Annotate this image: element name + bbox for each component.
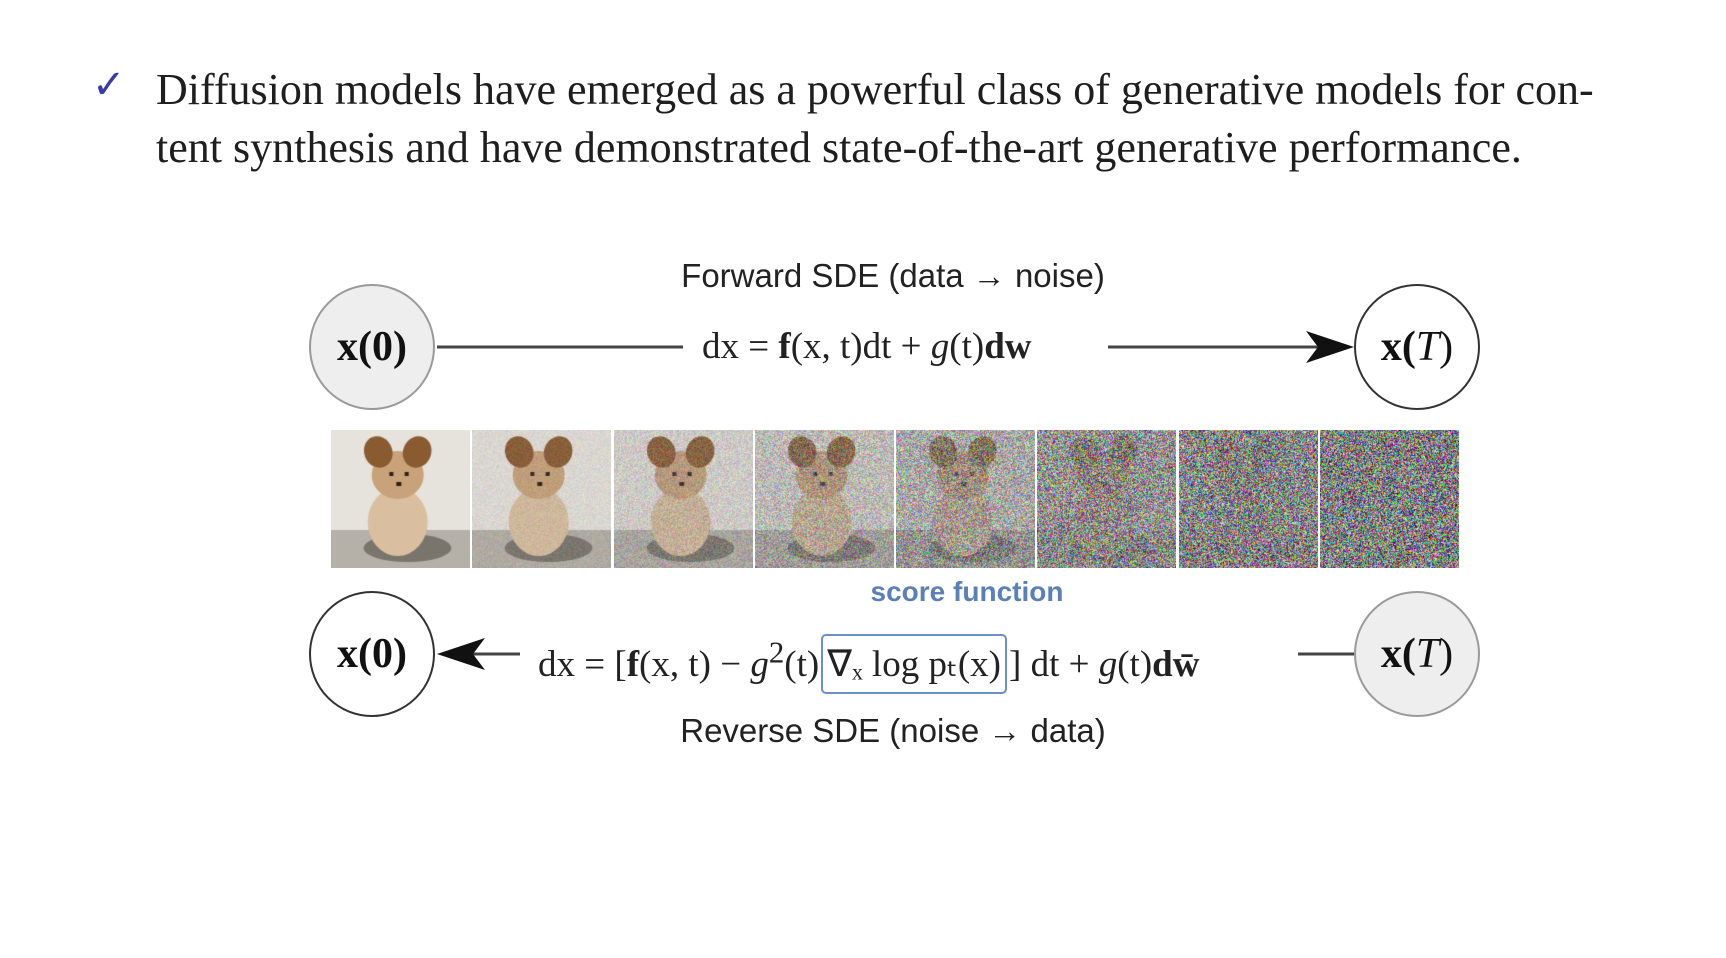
node-xT-close-rev: ): [1439, 631, 1454, 677]
noise-frame-1: [331, 430, 470, 568]
eq-dt: dt +: [862, 326, 931, 367]
node-xT-reverse: x(T): [1354, 591, 1480, 717]
eq-dw: dw: [984, 326, 1032, 367]
rev-eq-lhs: dx: [538, 644, 575, 685]
node-x0-forward: x(0): [309, 284, 435, 410]
rev-eq-f: f: [626, 644, 640, 685]
checkmark-icon: ✓: [92, 62, 126, 108]
reverse-sde-equation: dx = [f(x, t) − g2(t) ∇ₓ log pₜ(x)] dt + …: [538, 634, 1199, 694]
eq-equals: =: [739, 326, 779, 367]
bullet-text-line-2: tent synthesis and have demonstrated sta…: [156, 123, 1522, 172]
noise-frame-8: [1320, 430, 1459, 568]
noise-frame-6: [1037, 430, 1176, 568]
rev-eq-args: (x, t) −: [639, 644, 751, 685]
score-function-box: ∇ₓ log pₜ(x): [821, 634, 1008, 694]
reverse-sde-caption: Reverse SDE (noise → data): [680, 712, 1106, 749]
rev-eq-dwbar: dw̄: [1152, 644, 1200, 685]
rev-eq-close: ] dt +: [1009, 644, 1099, 685]
rev-eq-square: 2: [768, 635, 785, 670]
noise-frame-7: [1179, 430, 1318, 568]
node-xT-close: ): [1439, 324, 1454, 370]
noise-frame-2: [472, 430, 611, 568]
rev-eq-gt: (t): [784, 644, 820, 685]
noise-frame-3: [614, 430, 753, 568]
reverse-arrowhead-icon: [437, 638, 485, 670]
score-function-label: score function: [870, 576, 1064, 607]
rev-eq-g2: g: [750, 644, 769, 685]
bullet-text-line-1: Diffusion models have emerged as a power…: [156, 65, 1594, 114]
rev-eq-equals: = [: [575, 644, 627, 685]
eq-drift-args: (x, t): [790, 326, 863, 367]
forward-sde-caption: Forward SDE (data → noise): [681, 257, 1105, 294]
node-xT-T: T: [1415, 324, 1440, 370]
node-x0-reverse: x(0): [309, 591, 435, 717]
eq-diffusion-g: g: [930, 326, 950, 367]
eq-diffusion-gt: (t): [949, 326, 985, 367]
node-x0-label: x(0): [337, 324, 407, 370]
rev-eq-gt2: (t): [1117, 644, 1153, 685]
forward-arrowhead-icon: [1306, 331, 1354, 363]
eq-lhs: dx: [702, 326, 739, 367]
node-xT-prefix-rev: x(: [1380, 631, 1416, 677]
forward-sde-equation: dx = f(x, t)dt + g(t)dw: [702, 325, 1032, 368]
noise-frame-4: [755, 430, 894, 568]
node-xT-forward: x(T): [1354, 284, 1480, 410]
rev-eq-g: g: [1098, 644, 1118, 685]
node-x0-label-rev: x(0): [337, 631, 407, 677]
node-xT-prefix: x(: [1380, 324, 1416, 370]
noising-image-strip: [331, 430, 1461, 568]
noise-frame-5: [896, 430, 1035, 568]
node-xT-T-rev: T: [1415, 631, 1440, 677]
eq-drift-f: f: [778, 326, 791, 367]
